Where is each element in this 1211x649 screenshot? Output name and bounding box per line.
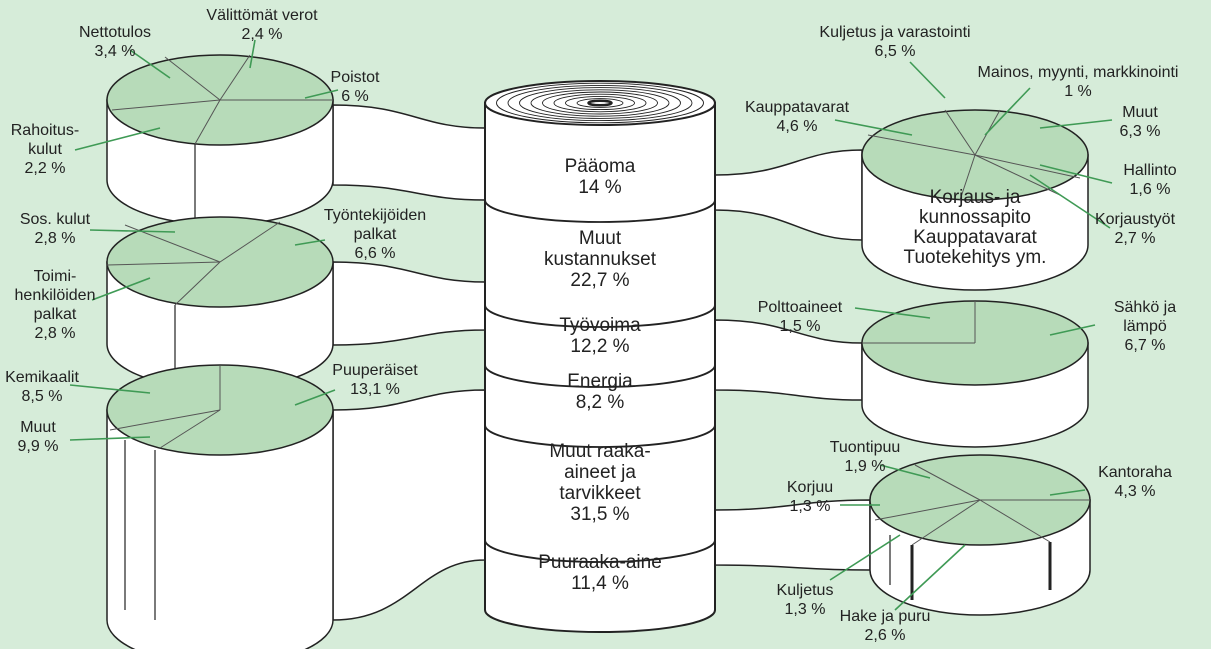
- slice-label: Työntekijöiden: [324, 207, 426, 224]
- slice-label: Korjaustyöt: [1095, 211, 1176, 228]
- side-label: Korjaus- ja: [930, 187, 1021, 208]
- slice-label: 1,9 %: [845, 458, 886, 475]
- slice-label: 2,4 %: [242, 26, 283, 43]
- slice-label: 13,1 %: [350, 381, 400, 398]
- slice-label: lämpö: [1123, 318, 1167, 335]
- slice-label: Korjuu: [787, 479, 833, 496]
- segment-label: Muut raaka-: [549, 441, 650, 462]
- slice-label: 9,9 %: [18, 438, 59, 455]
- slice-label: Polttoaineet: [758, 299, 843, 316]
- segment-label: Puuraaka-aine: [538, 552, 662, 573]
- slice-label: Tuontipuu: [830, 439, 901, 456]
- slice-label: Hallinto: [1123, 162, 1176, 179]
- slice-label: Kuljetus: [777, 582, 834, 599]
- segment-label: 14 %: [578, 177, 621, 198]
- slice-label: Nettotulos: [79, 24, 151, 41]
- slice-label: 2,8 %: [35, 230, 76, 247]
- segment-label: kustannukset: [544, 249, 657, 270]
- slice-label: Muut: [20, 419, 56, 436]
- slice-label: Kantoraha: [1098, 464, 1172, 481]
- segment-label: 12,2 %: [570, 336, 629, 357]
- slice-label: Kemikaalit: [5, 369, 79, 386]
- slice-label: 6,3 %: [1120, 123, 1161, 140]
- side-label: Tuotekehitys ym.: [904, 247, 1047, 268]
- slice-label: 1,5 %: [780, 318, 821, 335]
- slice-label: 6,5 %: [875, 43, 916, 60]
- slice-label: 6 %: [341, 88, 369, 105]
- side-label: Kauppatavarat: [913, 227, 1037, 248]
- slice-label: palkat: [354, 226, 397, 243]
- segment-label: tarvikkeet: [559, 483, 641, 504]
- segment-label: 22,7 %: [570, 270, 629, 291]
- slice-label: 1,3 %: [785, 601, 826, 618]
- segment-label: Energia: [567, 371, 633, 392]
- segment-label: aineet ja: [564, 462, 636, 483]
- slice-label: 2,6 %: [865, 627, 906, 644]
- slice-label: 4,3 %: [1115, 483, 1156, 500]
- slice-label: kulut: [28, 141, 62, 158]
- slice-label: Sähkö ja: [1114, 299, 1176, 316]
- slice-label: Rahoitus-: [11, 122, 79, 139]
- segment-label: 11,4 %: [571, 573, 629, 594]
- segment-label: Pääoma: [565, 156, 636, 177]
- slice-label: henkilöiden: [15, 287, 96, 304]
- slice-label: Hake ja puru: [840, 608, 931, 625]
- slice-label: 1 %: [1064, 83, 1092, 100]
- slice-label: 1,6 %: [1130, 181, 1171, 198]
- slice-label: 3,4 %: [95, 43, 136, 60]
- slice-label: Kauppatavarat: [745, 99, 850, 116]
- slice-label: 8,5 %: [22, 388, 63, 405]
- slice-label: Muut: [1122, 104, 1158, 121]
- slice-label: 2,7 %: [1115, 230, 1156, 247]
- slice-label: palkat: [34, 306, 77, 323]
- slice-label: 6,7 %: [1125, 337, 1166, 354]
- slice-label: Kuljetus ja varastointi: [819, 24, 970, 41]
- slice-label: 4,6 %: [777, 118, 818, 135]
- segment-label: 31,5 %: [570, 504, 629, 525]
- segment-label: Muut: [579, 228, 622, 249]
- slice-label: Toimi-: [34, 268, 77, 285]
- segment-label: Työvoima: [559, 315, 641, 336]
- slice-label: Puuperäiset: [332, 362, 418, 379]
- slice-label: Sos. kulut: [20, 211, 91, 228]
- slice-label: 2,2 %: [25, 160, 66, 177]
- segment-label: 8,2 %: [576, 392, 625, 413]
- slice-label: 1,3 %: [790, 498, 831, 515]
- slice-label: Poistot: [331, 69, 380, 86]
- side-label: kunnossapito: [919, 207, 1031, 228]
- slice-label: 6,6 %: [355, 245, 396, 262]
- slice-label: 2,8 %: [35, 325, 76, 342]
- infographic: Pääoma14 %Muutkustannukset22,7 %Työvoima…: [0, 0, 1211, 649]
- slice-label: Mainos, myynti, markkinointi: [978, 64, 1179, 81]
- slice-label: Välittömät verot: [206, 7, 318, 24]
